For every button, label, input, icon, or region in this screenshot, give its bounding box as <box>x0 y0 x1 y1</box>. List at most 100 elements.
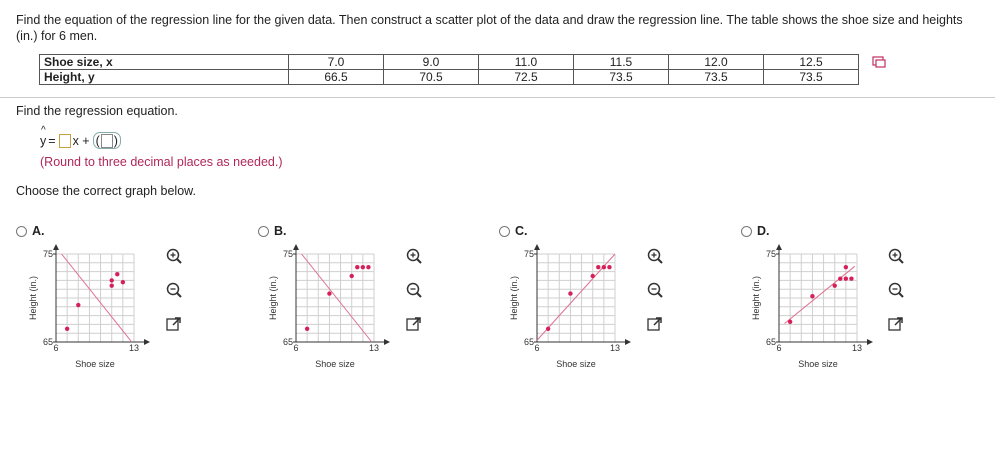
intercept-answer-box[interactable] <box>100 133 113 148</box>
x-axis-arrow <box>384 339 390 345</box>
x-axis-label: Shoe size <box>315 359 355 369</box>
table-cell: 11.5 <box>573 54 669 70</box>
graph-b: 75 65 6 13 Shoe size Height (in.) <box>266 242 401 377</box>
data-point <box>120 279 126 285</box>
y-axis-arrow <box>776 244 782 250</box>
zoom-in-icon[interactable] <box>405 247 423 265</box>
data-point <box>787 319 793 324</box>
slope-answer-box[interactable] <box>58 133 71 148</box>
y-axis-label: Height (in.) <box>268 276 278 320</box>
regression-line <box>301 253 373 343</box>
option-c[interactable]: C. <box>499 224 528 238</box>
popout-icon[interactable] <box>405 315 423 333</box>
data-point <box>843 276 849 281</box>
x-tick-label: 13 <box>852 343 862 353</box>
y-tick-label: 65 <box>283 337 293 347</box>
graph-c: 75 65 6 13 Shoe size Height (in.) <box>507 242 642 377</box>
option-c-radio[interactable] <box>499 225 510 237</box>
table-row-label: Height, y <box>39 69 289 85</box>
data-point <box>596 265 601 270</box>
zoom-out-icon[interactable] <box>165 281 183 299</box>
data-point <box>355 265 360 270</box>
chart-a: 75 656 13 Shoe size Height (in.) <box>28 244 150 369</box>
data-point <box>832 283 837 288</box>
option-d[interactable]: D. <box>741 224 770 238</box>
x-axis-label: Shoe size <box>75 359 115 369</box>
y-tick-label: 75 <box>283 249 293 259</box>
regression-line <box>61 253 133 343</box>
question-text: Find the equation of the regression line… <box>16 13 963 43</box>
data-point <box>109 278 114 283</box>
y-tick-label: 65 <box>524 337 534 347</box>
table-row: Height, y 66.5 70.5 72.5 73.5 73.5 73.5 <box>39 69 859 85</box>
y-tick-label: 65 <box>43 337 53 347</box>
x-tick-label: 6 <box>534 343 539 353</box>
chart-c: 75 656 13 Shoe size Height (in.) <box>509 244 631 369</box>
popout-icon[interactable] <box>165 315 183 333</box>
option-a[interactable]: A. <box>16 224 45 238</box>
table-cell: 12.0 <box>668 54 764 70</box>
option-d-radio[interactable] <box>741 225 752 237</box>
table-cell: 73.5 <box>668 69 764 85</box>
divider <box>0 97 995 98</box>
tools-b <box>405 247 423 331</box>
data-point <box>64 326 70 331</box>
regression-equation: ^ y = x + () <box>40 124 121 149</box>
x-axis-label: Shoe size <box>798 359 838 369</box>
copy-data-icon[interactable] <box>872 56 886 68</box>
y-hat: ^ y <box>40 124 47 148</box>
choose-graph-prompt: Choose the correct graph below. <box>16 184 196 198</box>
y-axis-arrow <box>534 244 540 250</box>
table-cell: 12.5 <box>763 54 859 70</box>
tools-c <box>646 247 664 331</box>
graph-d: 75 65 6 13 Shoe size Height (in.) <box>749 242 884 377</box>
x-axis-arrow <box>625 339 631 345</box>
x-axis-label: Shoe size <box>556 359 596 369</box>
data-point <box>810 294 815 299</box>
data-point <box>304 326 310 331</box>
table-cell: 7.0 <box>288 54 384 70</box>
x-tick-label: 6 <box>53 343 58 353</box>
table-row-label: Shoe size, x <box>39 54 289 70</box>
x-tick-label: 6 <box>776 343 781 353</box>
data-point <box>838 276 843 281</box>
zoom-out-icon[interactable] <box>405 281 423 299</box>
zoom-out-icon[interactable] <box>646 281 664 299</box>
zoom-in-icon[interactable] <box>646 247 664 265</box>
option-b-radio[interactable] <box>258 225 269 237</box>
intercept-answer-group: () <box>92 132 121 149</box>
table-cell: 70.5 <box>383 69 479 85</box>
table-cell: 72.5 <box>478 69 574 85</box>
data-point <box>76 302 81 308</box>
find-regression-prompt: Find the regression equation. <box>16 104 178 118</box>
data-point <box>849 276 854 281</box>
popout-icon[interactable] <box>646 315 664 333</box>
rounding-instruction: (Round to three decimal places as needed… <box>40 155 283 169</box>
data-point <box>590 273 595 279</box>
x-tick-label: 13 <box>610 343 620 353</box>
chart-d: 75 656 13 Shoe size Height (in.) <box>751 244 873 369</box>
x-axis-arrow <box>144 339 150 345</box>
y-axis-arrow <box>293 244 299 250</box>
y-tick-label: 65 <box>766 337 776 347</box>
data-point <box>327 291 332 296</box>
table-cell: 11.0 <box>478 54 574 70</box>
tools-a <box>165 247 183 331</box>
y-tick-label: 75 <box>524 249 534 259</box>
tools-d <box>887 247 905 331</box>
data-point <box>109 283 114 288</box>
option-a-radio[interactable] <box>16 225 27 237</box>
table-cell: 9.0 <box>383 54 479 70</box>
data-point <box>349 273 354 279</box>
table-row: Shoe size, x 7.0 9.0 11.0 11.5 12.0 12.5 <box>39 54 859 70</box>
chart-b: 75 656 13 Shoe size Height (in.) <box>268 244 390 369</box>
data-point <box>843 265 849 270</box>
zoom-in-icon[interactable] <box>887 247 905 265</box>
y-tick-label: 75 <box>766 249 776 259</box>
data-point <box>545 326 551 331</box>
popout-icon[interactable] <box>887 315 905 333</box>
zoom-out-icon[interactable] <box>887 281 905 299</box>
zoom-in-icon[interactable] <box>165 247 183 265</box>
option-b[interactable]: B. <box>258 224 287 238</box>
x-tick-label: 6 <box>293 343 298 353</box>
